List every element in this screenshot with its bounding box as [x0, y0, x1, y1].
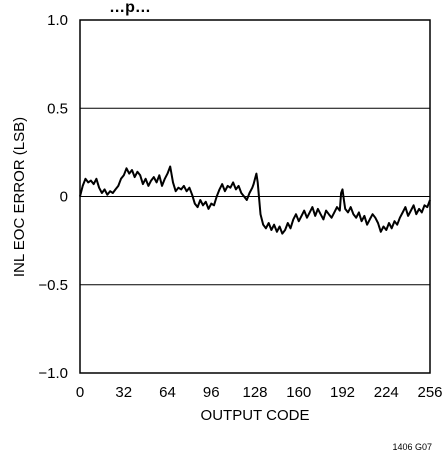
figure-code: 1406 G07: [392, 442, 432, 452]
y-tick-labels: 1.0 0.5 0 −0.5 −1.0: [38, 12, 68, 382]
x-tick-label: 256: [417, 384, 442, 401]
x-tick-label: 160: [286, 384, 311, 401]
chart-title: …p…: [109, 0, 151, 16]
x-tick-label: 224: [374, 384, 399, 401]
y-tick-label: −1.0: [38, 365, 68, 382]
y-tick-label: 1.0: [47, 12, 68, 29]
x-tick-label: 128: [242, 384, 267, 401]
x-tick-label: 64: [159, 384, 176, 401]
y-tick-label: 0: [60, 189, 68, 206]
x-tick-label: 0: [76, 384, 84, 401]
gridlines: [80, 107, 430, 286]
x-tick-label: 192: [330, 384, 355, 401]
x-tick-label: 32: [115, 384, 132, 401]
y-tick-label: −0.5: [38, 277, 68, 294]
series-line: [79, 165, 431, 235]
x-tick-labels: 0 32 64 96 128 160 192 224 256: [76, 384, 443, 401]
x-tick-label: 96: [203, 384, 220, 401]
y-axis-label: INL EOC ERROR (LSB): [11, 117, 28, 277]
x-axis-label: OUTPUT CODE: [201, 407, 310, 424]
y-tick-label: 0.5: [47, 100, 68, 117]
